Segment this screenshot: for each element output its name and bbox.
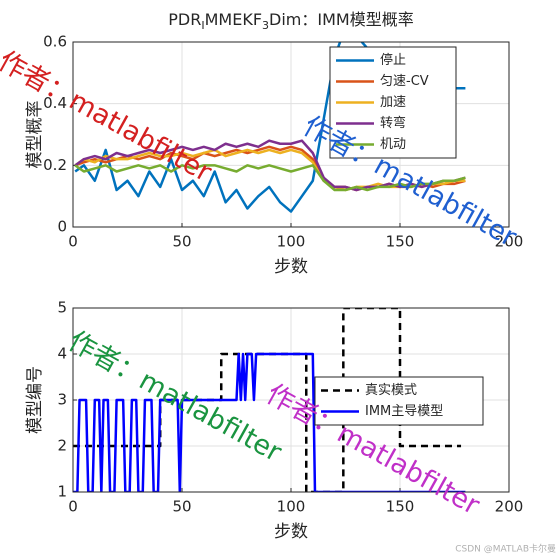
y-axis-label: 模型概率 <box>25 101 45 169</box>
chart-title: PDRIMMEKF3Dim：IMM模型概率 <box>168 10 413 33</box>
title-part: I <box>201 19 204 32</box>
x-tick-label: 200 <box>495 498 524 516</box>
y-tick-label: 0.6 <box>43 33 67 51</box>
x-axis-label: 步数 <box>274 257 308 277</box>
title-part: Dim：IMM模型概率 <box>269 10 414 29</box>
legend-label: 机动 <box>380 137 406 152</box>
title-part: PDR <box>168 10 201 29</box>
plot-lines <box>73 308 466 492</box>
legend-box <box>314 376 484 426</box>
axes-box <box>72 307 510 493</box>
y-tick-label: 5 <box>57 299 67 317</box>
series-line <box>73 352 466 492</box>
y-tick-label: 0.4 <box>43 94 67 112</box>
y-tick-label: 0.2 <box>43 156 67 174</box>
y-tick-label: 2 <box>57 437 67 455</box>
y-tick-label: 4 <box>57 345 67 363</box>
x-tick-label: 0 <box>68 498 78 516</box>
axes-box <box>72 41 510 228</box>
legend-label: 真实模式 <box>365 383 417 398</box>
footer: CSDN @MATLAB卡尔曼 <box>455 543 556 555</box>
x-tick-label: 50 <box>172 498 191 516</box>
y-axis-label: 模型编号 <box>25 366 45 434</box>
x-tick-label: 200 <box>495 233 524 251</box>
x-tick-label: 150 <box>386 498 415 516</box>
series-line <box>74 139 466 192</box>
x-axis-label: 步数 <box>274 522 308 542</box>
legend-label: 匀速-CV <box>380 74 429 89</box>
legend-label: 停止 <box>380 52 406 68</box>
x-tick-label: 100 <box>277 498 306 516</box>
title-part: 3 <box>262 19 269 32</box>
x-tick-label: 150 <box>386 233 415 251</box>
series-line <box>74 164 466 192</box>
legend-label: 转弯 <box>380 115 406 131</box>
legend-label: 加速 <box>380 95 406 110</box>
x-tick-label: 100 <box>277 233 306 251</box>
x-tick-label: 50 <box>172 233 191 251</box>
title-part: MMEKF <box>205 10 262 29</box>
y-tick-label: 1 <box>57 483 67 501</box>
y-tick-label: 0 <box>57 218 67 236</box>
x-tick-label: 0 <box>68 233 78 251</box>
y-tick-label: 3 <box>57 391 67 409</box>
legend-label: IMM主导模型 <box>365 404 443 419</box>
